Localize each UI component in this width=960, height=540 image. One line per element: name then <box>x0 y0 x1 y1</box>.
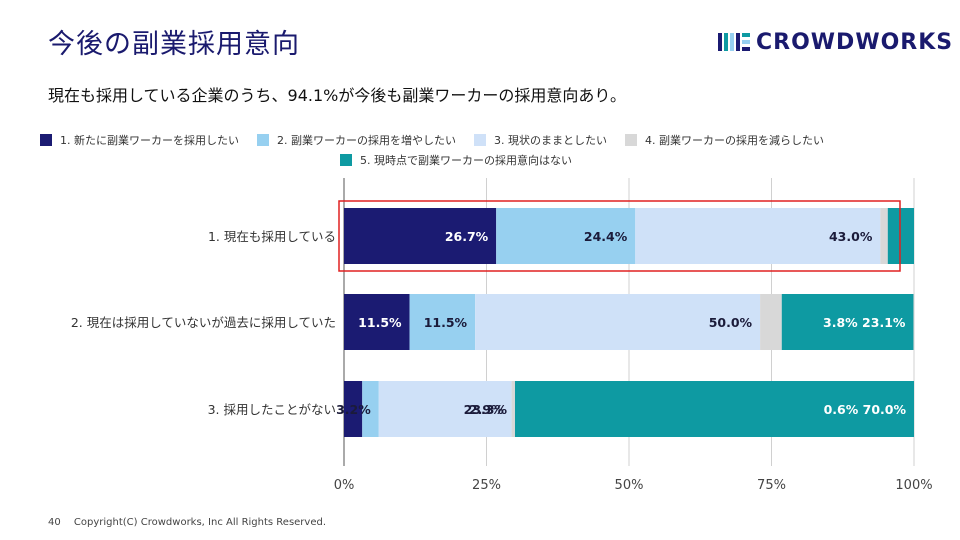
x-tick-label: 25% <box>472 478 501 493</box>
bar-segment <box>880 208 888 264</box>
data-label: 26.7% <box>445 229 489 244</box>
data-label: 0.6% 70.0% <box>824 402 907 417</box>
legend-item-1: 1. 新たに副業ワーカーを採用したい <box>40 132 239 148</box>
x-tick-label: 50% <box>615 478 644 493</box>
data-label: 24.4% <box>584 229 628 244</box>
bar-segment <box>362 381 379 437</box>
legend-item-3: 3. 現状のままとしたい <box>474 132 607 148</box>
bar-segment <box>409 294 476 350</box>
legend-swatch-5 <box>340 154 352 166</box>
legend-label-4: 4. 副業ワーカーの採用を減らしたい <box>645 134 824 147</box>
bar-segment <box>635 208 881 264</box>
legend-swatch-3 <box>474 134 486 146</box>
page-number: 40 <box>48 517 61 528</box>
bar-segment <box>378 381 512 437</box>
data-label: 3.8% 23.1% <box>823 315 906 330</box>
bar-segment <box>475 294 761 350</box>
bar-segment <box>344 208 497 264</box>
legend-item-2: 2. 副業ワーカーの採用を増やしたい <box>257 132 456 148</box>
legend-label-2: 2. 副業ワーカーの採用を増やしたい <box>277 134 456 147</box>
bar-segment <box>515 381 914 437</box>
category-label: 3. 採用したことがない <box>208 402 336 417</box>
data-label: 50.0% <box>709 315 753 330</box>
legend-swatch-1 <box>40 134 52 146</box>
legend-item-5: 5. 現時点で副業ワーカーの採用意向はない <box>340 152 572 168</box>
category-label: 1. 現在も採用している <box>208 229 336 244</box>
x-tick-label: 0% <box>334 478 355 493</box>
data-label: 23.3% <box>464 402 508 417</box>
legend-swatch-2 <box>257 134 269 146</box>
legend-label-5: 5. 現時点で副業ワーカーの採用意向はない <box>360 154 572 167</box>
category-label: 2. 現在は採用していないが過去に採用していた <box>71 315 336 330</box>
copyright-text: Copyright(C) Crowdworks, Inc All Rights … <box>73 517 327 528</box>
data-label: 3.2% <box>336 402 371 417</box>
data-label: 11.5% <box>358 315 402 330</box>
logo-text: CROWDWORKS <box>756 29 954 55</box>
data-label: 2.9% <box>469 402 504 417</box>
legend-row: 1. 新たに副業ワーカーを採用したい 2. 副業ワーカーの採用を増やしたい 3.… <box>40 130 940 150</box>
page-title: 今後の副業採用意向 <box>48 29 300 60</box>
bar-segment <box>496 208 636 264</box>
footer: 40 Copyright(C) Crowdworks, Inc All Righ… <box>48 517 326 528</box>
chart-legend: 1. 新たに副業ワーカーを採用したい 2. 副業ワーカーの採用を増やしたい 3.… <box>40 130 940 170</box>
x-tick-label: 75% <box>757 478 786 493</box>
bar-segment <box>887 208 914 264</box>
x-tick-label: 100% <box>895 478 932 493</box>
crowdworks-logo-icon <box>718 33 750 51</box>
bar-segment <box>760 294 782 350</box>
legend-label-3: 3. 現状のままとしたい <box>494 134 607 147</box>
highlight-box <box>338 200 901 272</box>
data-label: 43.0% <box>829 229 873 244</box>
legend-item-4: 4. 副業ワーカーの採用を減らしたい <box>625 132 824 148</box>
bar-segment <box>344 294 410 350</box>
legend-row: 5. 現時点で副業ワーカーの採用意向はない <box>40 150 940 170</box>
bar-segment <box>511 381 515 437</box>
page-subtitle: 現在も採用している企業のうち、94.1%が今後も副業ワーカーの採用意向あり。 <box>48 86 627 105</box>
bar-segment <box>781 294 914 350</box>
legend-label-1: 1. 新たに副業ワーカーを採用したい <box>60 134 239 147</box>
bar-segment <box>344 381 363 437</box>
legend-swatch-4 <box>625 134 637 146</box>
crowdworks-logo: CROWDWORKS <box>718 27 953 57</box>
data-label: 11.5% <box>424 315 468 330</box>
